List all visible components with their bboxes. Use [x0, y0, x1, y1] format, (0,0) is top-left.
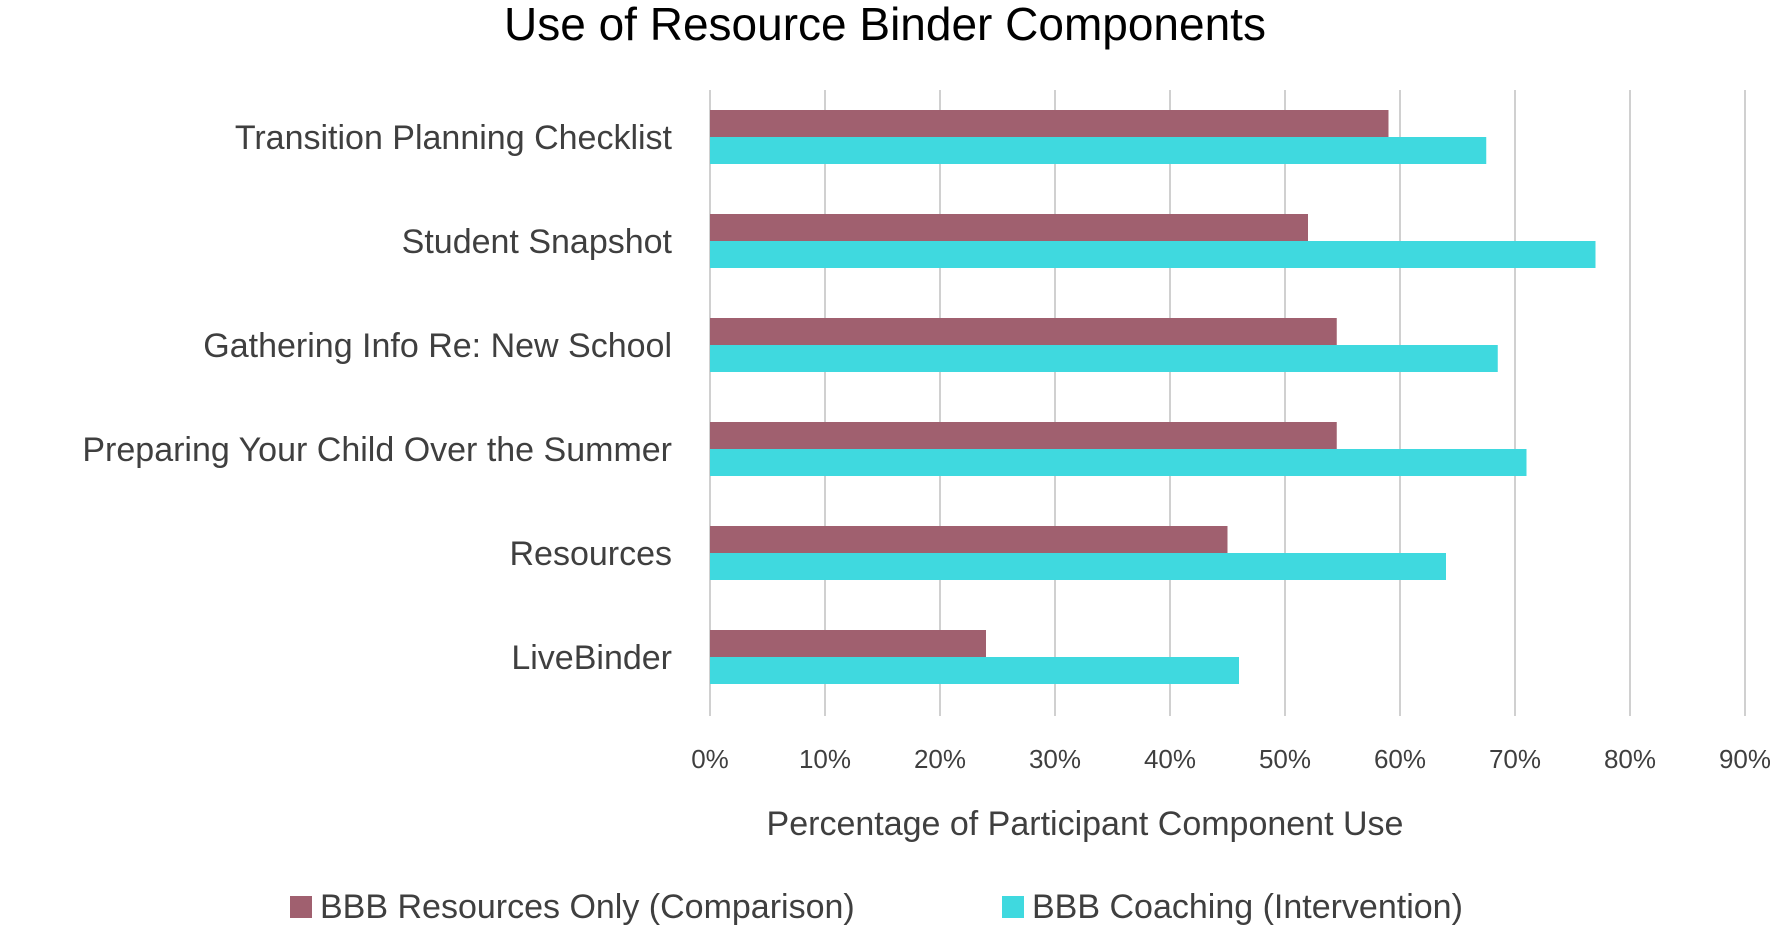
x-tick-label: 30% — [1029, 744, 1081, 774]
x-tick-label: 40% — [1144, 744, 1196, 774]
legend: BBB Resources Only (Comparison) BBB Coach… — [290, 888, 1463, 926]
x-tick-label: 80% — [1604, 744, 1656, 774]
bar — [710, 630, 986, 657]
x-tick-label: 70% — [1489, 744, 1541, 774]
legend-label: BBB Coaching (Intervention) — [1032, 888, 1463, 926]
bar — [710, 241, 1596, 268]
bar — [710, 214, 1308, 241]
x-axis-title: Percentage of Participant Component Use — [767, 805, 1404, 843]
bar — [710, 526, 1228, 553]
bars — [710, 110, 1596, 684]
category-label: Preparing Your Child Over the Summer — [82, 431, 672, 469]
category-label: LiveBinder — [511, 639, 672, 677]
x-tick-labels: 0% 10% 20% 30% 40% 50% 60% 70% 80% 90% — [691, 744, 1770, 774]
category-label: Transition Planning Checklist — [235, 119, 673, 157]
bar — [710, 137, 1487, 164]
category-label: Gathering Info Re: New School — [203, 327, 672, 365]
legend-swatch — [290, 896, 312, 918]
x-tick-label: 50% — [1259, 744, 1311, 774]
x-tick-label: 20% — [914, 744, 966, 774]
bar — [710, 657, 1239, 684]
bar — [710, 449, 1527, 476]
category-label: Resources — [509, 535, 672, 573]
bar — [710, 422, 1337, 449]
x-tick-label: 0% — [691, 744, 729, 774]
grid-lines — [709, 90, 1746, 716]
x-tick-label: 60% — [1374, 744, 1426, 774]
chart-title: Use of Resource Binder Components — [504, 0, 1266, 50]
category-labels: Transition Planning Checklist Student Sna… — [82, 119, 672, 677]
category-label: Student Snapshot — [402, 223, 673, 261]
legend-label: BBB Resources Only (Comparison) — [320, 888, 855, 926]
bar — [710, 110, 1389, 137]
x-tick-label: 10% — [799, 744, 851, 774]
bar — [710, 553, 1446, 580]
x-tick-label: 90% — [1719, 744, 1770, 774]
bar — [710, 318, 1337, 345]
bar — [710, 345, 1498, 372]
legend-swatch — [1002, 896, 1024, 918]
